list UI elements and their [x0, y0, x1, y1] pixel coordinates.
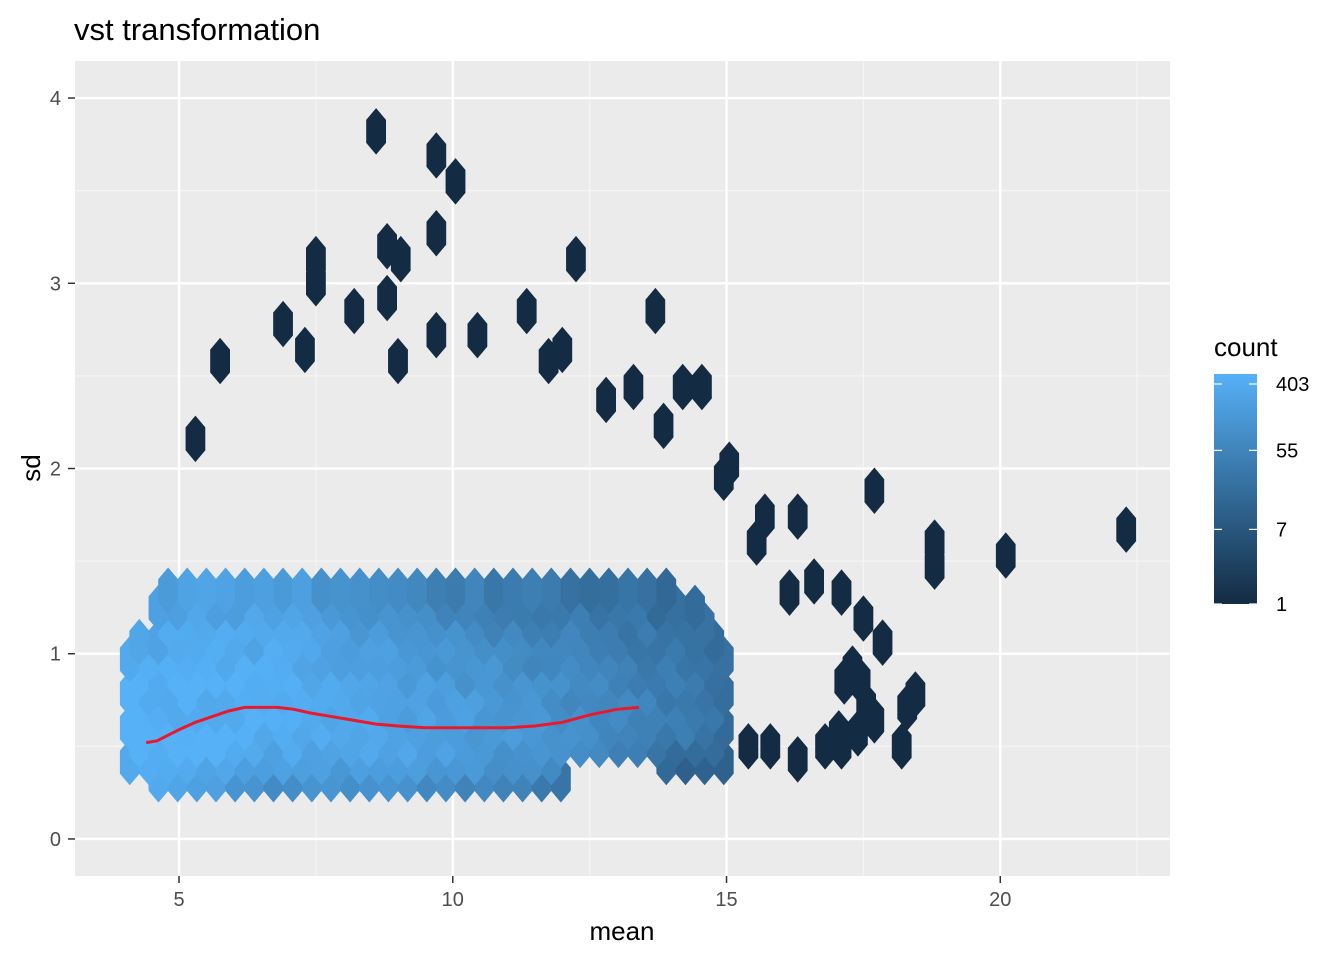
legend-label: 55	[1276, 440, 1298, 462]
hex-cell-outlier	[891, 723, 912, 770]
hex-cell	[685, 584, 705, 632]
hex-cell-outlier	[831, 569, 852, 616]
hex-cell-outlier	[713, 454, 734, 501]
hex-cell-outlier	[388, 337, 408, 385]
hex-cell-outlier	[516, 287, 537, 335]
y-tick-label: 4	[50, 88, 61, 110]
hex-cell-outlier	[1116, 506, 1137, 553]
hex-cell-outlier	[426, 210, 447, 257]
x-axis-title: mean	[589, 916, 654, 946]
legend-label: 1	[1276, 594, 1287, 616]
hex-cell-outlier	[467, 311, 488, 359]
legend-label: 403	[1276, 374, 1309, 396]
legend-title: count	[1214, 332, 1278, 362]
hex-cell-outlier	[787, 493, 808, 540]
x-tick-label: 10	[442, 889, 464, 911]
hex-cell-outlier	[390, 235, 411, 283]
hex-cell-outlier	[377, 274, 397, 322]
legend-colorbar	[1214, 374, 1257, 604]
hex-cell-outlier	[760, 723, 781, 770]
hex-cell-outlier	[185, 415, 206, 463]
hex-cell	[656, 567, 677, 614]
hexbin-cells	[119, 108, 1137, 803]
hex-cell-outlier	[924, 543, 945, 590]
hex-cell-outlier	[872, 619, 893, 666]
hex-cell-outlier	[445, 158, 466, 205]
legend-label: 7	[1276, 519, 1287, 541]
hex-cell-outlier	[344, 287, 365, 335]
hex-cell-outlier	[295, 326, 315, 374]
hex-cell-outlier	[273, 300, 293, 348]
hex-cell-outlier	[779, 569, 800, 616]
hex-cell-outlier	[645, 287, 666, 335]
y-tick-label: 1	[50, 644, 61, 666]
hex-cell-outlier	[366, 108, 386, 155]
y-tick-label: 0	[50, 829, 61, 851]
x-axis-ticks: 5 10 15 20	[173, 876, 1011, 911]
hex-cell-outlier	[853, 595, 874, 642]
hex-cell-outlier	[306, 260, 326, 307]
hex-cell-outlier	[692, 363, 712, 411]
hex-cell-outlier	[426, 132, 447, 179]
y-axis-ticks: 0 1 2 3 4	[50, 88, 75, 851]
chart-title: vst transformation	[74, 12, 320, 47]
legend: count 403 55 7 1	[1214, 332, 1309, 616]
hex-cell-outlier	[848, 710, 868, 757]
legend-ticks: 403 55 7 1	[1214, 374, 1309, 616]
x-tick-label: 20	[989, 889, 1011, 911]
hex-cell-outlier	[831, 723, 852, 770]
hex-cell-outlier	[746, 519, 767, 566]
trend-line	[145, 705, 640, 745]
hex-cell-outlier	[623, 363, 644, 411]
hex-cell-outlier	[995, 532, 1016, 579]
hex-cell-outlier	[426, 311, 447, 359]
hex-cell-outlier	[596, 376, 616, 424]
hex-cell-outlier	[787, 736, 808, 783]
y-tick-label: 3	[50, 273, 61, 295]
y-axis-title: sd	[16, 454, 46, 481]
hex-cell-outlier	[538, 337, 559, 385]
x-tick-label: 15	[715, 889, 737, 911]
hex-cell-outlier	[804, 558, 824, 605]
y-tick-label: 2	[50, 459, 61, 481]
hex-cell-outlier	[864, 467, 885, 514]
hex-cell-outlier	[653, 402, 674, 450]
hex-cell-outlier	[210, 337, 230, 385]
hex-cell-outlier	[566, 235, 586, 283]
x-tick-label: 5	[173, 889, 184, 911]
hex-cell-outlier	[738, 723, 759, 770]
hex-cell-outlier	[864, 697, 885, 744]
